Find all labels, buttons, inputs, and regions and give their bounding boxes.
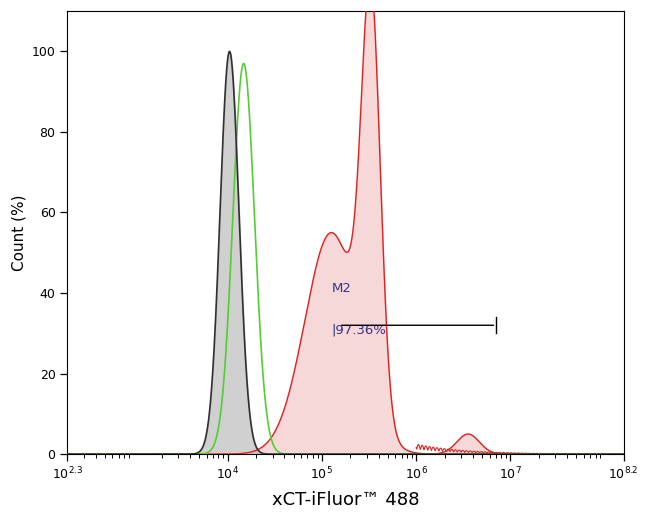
Text: M2: M2 <box>332 282 351 295</box>
Y-axis label: Count (%): Count (%) <box>11 194 26 271</box>
X-axis label: xCT-iFluor™ 488: xCT-iFluor™ 488 <box>272 491 419 509</box>
Text: |97.36%: |97.36% <box>332 323 386 336</box>
